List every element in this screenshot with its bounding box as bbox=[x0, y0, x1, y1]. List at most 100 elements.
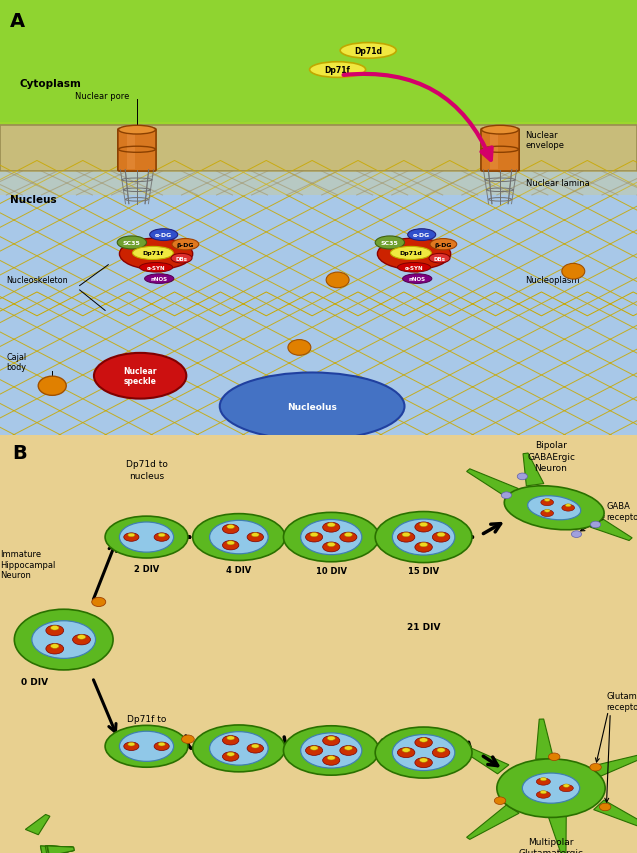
Bar bbox=[0, 78, 637, 83]
Ellipse shape bbox=[306, 532, 323, 543]
Polygon shape bbox=[467, 469, 519, 498]
Ellipse shape bbox=[541, 499, 554, 506]
Circle shape bbox=[571, 531, 582, 538]
Ellipse shape bbox=[252, 533, 259, 537]
Ellipse shape bbox=[415, 543, 433, 553]
Text: nucleus: nucleus bbox=[129, 727, 164, 736]
Text: Cajal
body: Cajal body bbox=[6, 352, 27, 372]
Text: GABA: GABA bbox=[606, 502, 630, 510]
Text: Nucleoplasm: Nucleoplasm bbox=[526, 276, 580, 285]
Bar bbox=[0, 126, 637, 131]
Bar bbox=[0, 122, 637, 126]
Ellipse shape bbox=[310, 746, 318, 751]
Ellipse shape bbox=[536, 792, 550, 798]
Ellipse shape bbox=[222, 525, 239, 534]
Text: Dp71f to: Dp71f to bbox=[127, 714, 166, 723]
Bar bbox=[0, 35, 637, 39]
Ellipse shape bbox=[120, 731, 173, 762]
Ellipse shape bbox=[306, 746, 323, 756]
Bar bbox=[0, 96, 637, 100]
Bar bbox=[490, 131, 498, 170]
Circle shape bbox=[590, 521, 601, 528]
Ellipse shape bbox=[420, 523, 427, 527]
Bar bbox=[0, 129, 637, 131]
Bar bbox=[0, 13, 637, 17]
Circle shape bbox=[517, 473, 527, 480]
Bar bbox=[127, 131, 135, 170]
Text: Dp71d: Dp71d bbox=[399, 251, 422, 256]
Ellipse shape bbox=[420, 543, 427, 547]
Bar bbox=[0, 131, 637, 135]
Bar bbox=[0, 52, 637, 56]
Ellipse shape bbox=[128, 742, 135, 746]
Bar bbox=[0, 31, 637, 35]
Text: 4 DIV: 4 DIV bbox=[226, 566, 252, 574]
FancyBboxPatch shape bbox=[481, 129, 519, 171]
Ellipse shape bbox=[283, 726, 379, 775]
Ellipse shape bbox=[105, 517, 188, 559]
Ellipse shape bbox=[227, 541, 234, 545]
Text: DBs: DBs bbox=[434, 257, 445, 261]
Ellipse shape bbox=[340, 44, 396, 59]
Text: Dp71f: Dp71f bbox=[142, 251, 164, 256]
Bar bbox=[0, 132, 637, 135]
Ellipse shape bbox=[154, 742, 169, 751]
Text: A: A bbox=[10, 12, 25, 32]
Ellipse shape bbox=[522, 773, 580, 804]
Bar bbox=[0, 146, 637, 148]
Text: 2 DIV: 2 DIV bbox=[134, 564, 159, 573]
Bar bbox=[0, 126, 637, 129]
Ellipse shape bbox=[566, 504, 571, 508]
Text: α-SYN: α-SYN bbox=[147, 265, 166, 270]
Ellipse shape bbox=[252, 744, 259, 748]
Ellipse shape bbox=[497, 759, 605, 817]
Polygon shape bbox=[592, 753, 637, 777]
Bar bbox=[0, 135, 637, 136]
Circle shape bbox=[288, 340, 311, 356]
Circle shape bbox=[38, 377, 66, 396]
Ellipse shape bbox=[105, 726, 188, 768]
Circle shape bbox=[590, 763, 601, 771]
Ellipse shape bbox=[397, 264, 431, 273]
Polygon shape bbox=[41, 846, 67, 853]
Ellipse shape bbox=[536, 778, 550, 786]
Text: B: B bbox=[13, 444, 27, 462]
Bar bbox=[0, 39, 637, 44]
Bar bbox=[0, 21, 637, 26]
Ellipse shape bbox=[171, 254, 192, 264]
Ellipse shape bbox=[117, 236, 147, 250]
Bar bbox=[0, 61, 637, 66]
Text: Nucleoskeleton: Nucleoskeleton bbox=[6, 276, 68, 285]
Polygon shape bbox=[45, 846, 72, 853]
Text: SC35: SC35 bbox=[381, 241, 399, 246]
Polygon shape bbox=[594, 800, 637, 831]
Ellipse shape bbox=[210, 520, 268, 554]
Ellipse shape bbox=[140, 264, 173, 273]
Polygon shape bbox=[48, 846, 74, 853]
Ellipse shape bbox=[51, 644, 59, 648]
Polygon shape bbox=[523, 454, 544, 486]
Text: 15 DIV: 15 DIV bbox=[408, 566, 439, 576]
Ellipse shape bbox=[120, 239, 193, 270]
Polygon shape bbox=[47, 846, 73, 853]
Ellipse shape bbox=[420, 738, 427, 742]
Ellipse shape bbox=[375, 512, 472, 563]
Ellipse shape bbox=[437, 533, 445, 537]
Text: receptors: receptors bbox=[606, 703, 637, 711]
Bar bbox=[0, 104, 637, 108]
Text: Glutamate: Glutamate bbox=[606, 692, 637, 700]
Ellipse shape bbox=[210, 732, 268, 765]
Ellipse shape bbox=[544, 509, 550, 513]
Circle shape bbox=[501, 492, 512, 499]
Ellipse shape bbox=[32, 621, 96, 659]
Ellipse shape bbox=[46, 644, 64, 654]
Ellipse shape bbox=[327, 736, 335, 740]
Ellipse shape bbox=[415, 738, 433, 748]
Ellipse shape bbox=[544, 499, 550, 502]
Text: 10 DIV: 10 DIV bbox=[316, 566, 347, 575]
Text: Glutamatergic: Glutamatergic bbox=[519, 848, 583, 853]
Text: DBs: DBs bbox=[176, 257, 187, 261]
Ellipse shape bbox=[437, 748, 445, 752]
Ellipse shape bbox=[227, 525, 234, 529]
Text: GABAErgic: GABAErgic bbox=[527, 452, 575, 461]
